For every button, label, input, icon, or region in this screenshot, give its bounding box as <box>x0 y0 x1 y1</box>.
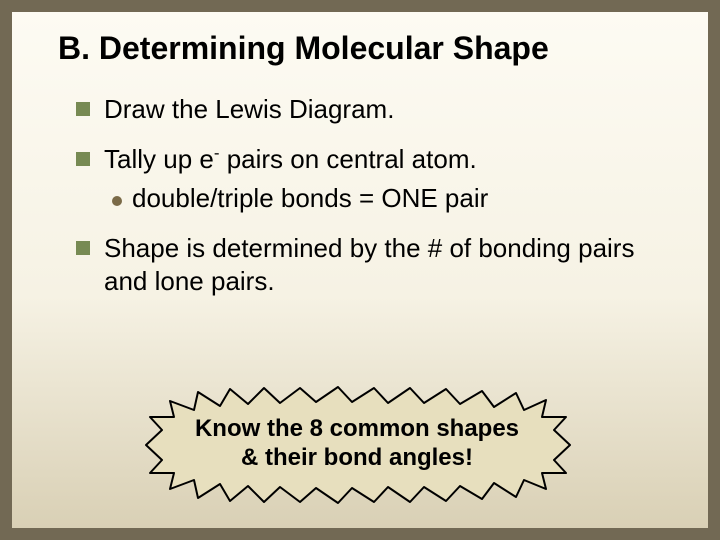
bullet-list: Draw the Lewis Diagram. Tally up e- pair… <box>58 93 680 298</box>
sub-bullet-text: double/triple bonds = ONE pair <box>132 183 488 213</box>
bullet-item-1: Draw the Lewis Diagram. <box>76 93 680 126</box>
bullet-item-2: Tally up e- pairs on central atom. doubl… <box>76 143 680 214</box>
callout-line-2: & their bond angles! <box>241 444 473 471</box>
sub-bullet: double/triple bonds = ONE pair <box>104 182 680 215</box>
callout-line-1: Know the 8 common shapes <box>195 415 519 442</box>
bullet-text-after: pairs on central atom. <box>219 144 476 174</box>
dot-bullet-icon <box>112 196 122 206</box>
square-bullet-icon <box>76 102 90 116</box>
callout-label: Know the 8 common shapes & their bond an… <box>128 380 586 510</box>
slide-title: B. Determining Molecular Shape <box>58 30 680 67</box>
square-bullet-icon <box>76 241 90 255</box>
starburst-callout: Know the 8 common shapes & their bond an… <box>128 380 586 510</box>
square-bullet-icon <box>76 152 90 166</box>
bullet-text: Draw the Lewis Diagram. <box>104 94 394 124</box>
slide: B. Determining Molecular Shape Draw the … <box>12 12 708 528</box>
bullet-text: Shape is determined by the # of bonding … <box>104 233 634 296</box>
bullet-text-before: Tally up e <box>104 144 214 174</box>
bullet-item-3: Shape is determined by the # of bonding … <box>76 232 680 297</box>
